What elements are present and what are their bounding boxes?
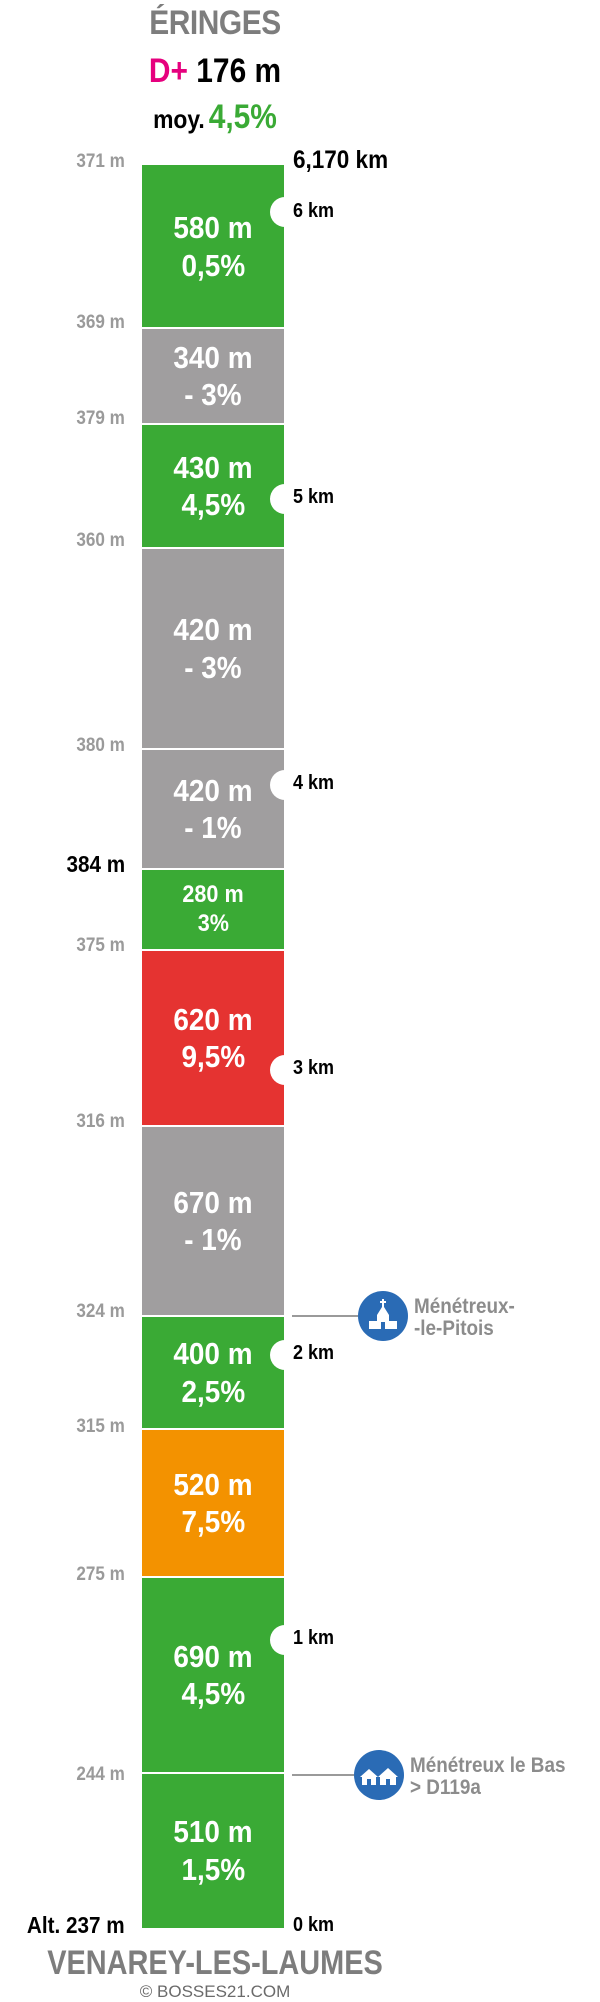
altitude-label-max: 384 m xyxy=(66,851,125,877)
segment-gradient: - 3% xyxy=(184,649,242,685)
town-label-line1: Ménétreux le Bas xyxy=(410,1754,566,1777)
town-label-line1: Ménétreux- xyxy=(414,1295,515,1318)
km-marker-3: 3 km xyxy=(293,1057,335,1079)
houses-icon xyxy=(354,1750,404,1800)
segment-gradient: 7,5% xyxy=(181,1504,245,1539)
summit-name: ÉRINGES xyxy=(149,4,281,42)
segment-distance: 340 m xyxy=(173,339,253,375)
town-connector-line xyxy=(292,1774,354,1776)
segment-separator xyxy=(142,748,284,750)
km-marker-1: 1 km xyxy=(293,1627,335,1649)
start-town: VENAREY-LES-LAUMES xyxy=(47,1944,383,1982)
km-marker-2: 2 km xyxy=(293,1342,335,1364)
segment-gradient: 9,5% xyxy=(181,1039,245,1074)
average-gradient-value: 4,5% xyxy=(208,98,277,136)
segment-gradient: 3% xyxy=(197,909,229,937)
segment-separator xyxy=(142,868,284,870)
segment-separator xyxy=(142,327,284,329)
km-marker-0: 0 km xyxy=(293,1914,335,1936)
segment-distance: 430 m xyxy=(173,449,253,485)
church-icon xyxy=(358,1291,408,1341)
km-marker-6: 6 km xyxy=(293,200,335,222)
segment-separator xyxy=(142,1576,284,1578)
segment-gradient: 4,5% xyxy=(181,487,245,522)
altitude-label: 324 m xyxy=(76,1301,125,1322)
km-notch xyxy=(270,1340,286,1370)
segment-6: 280 m 3% xyxy=(142,869,284,950)
segment-distance: 420 m xyxy=(173,612,253,648)
average-gradient-label: moy. xyxy=(153,104,205,134)
km-notch xyxy=(270,1625,286,1655)
km-marker-5: 5 km xyxy=(293,486,335,508)
segment-gradient: - 3% xyxy=(184,377,242,412)
segment-distance: 520 m xyxy=(173,1466,253,1502)
segment-gradient: 1,5% xyxy=(181,1851,245,1887)
segment-separator xyxy=(142,1772,284,1774)
elevation-gain-label: D+ xyxy=(148,52,188,90)
segment-separator xyxy=(142,1428,284,1430)
segment-gradient: - 1% xyxy=(184,810,242,845)
segment-gradient: 4,5% xyxy=(181,1676,245,1711)
altitude-label: 369 m xyxy=(76,312,125,333)
altitude-label: 380 m xyxy=(76,735,125,756)
km-marker-4: 4 km xyxy=(293,772,335,794)
segment-distance: 400 m xyxy=(173,1336,253,1372)
total-distance: 6,170 km xyxy=(293,146,389,174)
segment-1: 580 m 0,5% xyxy=(142,165,284,328)
elevation-gain-value: 176 m xyxy=(196,52,282,90)
town-label-line2: > D119a xyxy=(410,1776,481,1800)
segment-10: 520 m 7,5% xyxy=(142,1429,284,1577)
segment-distance: 510 m xyxy=(173,1814,253,1850)
climb-profile-bar: 580 m 0,5% 340 m - 3% 430 m 4,5% 420 m -… xyxy=(142,165,286,1928)
km-notch xyxy=(270,197,286,227)
segment-12: 510 m 1,5% xyxy=(142,1773,284,1928)
segment-distance: 580 m xyxy=(173,210,253,246)
altitude-label: 316 m xyxy=(76,1111,125,1132)
town-connector-line xyxy=(292,1315,358,1317)
altitude-label: 315 m xyxy=(76,1416,125,1437)
segment-distance: 670 m xyxy=(173,1184,253,1220)
segment-separator xyxy=(142,423,284,425)
altitude-label: 371 m xyxy=(76,151,125,172)
altitude-label: 275 m xyxy=(76,1564,125,1585)
segment-gradient: 0,5% xyxy=(181,247,245,283)
altitude-label: 379 m xyxy=(76,408,125,429)
segment-5: 420 m - 1% xyxy=(142,749,284,869)
segment-2: 340 m - 3% xyxy=(142,328,284,424)
segment-11: 690 m 4,5% xyxy=(142,1577,284,1773)
km-notch xyxy=(270,1055,286,1085)
altitude-label: 360 m xyxy=(76,530,125,551)
segment-gradient: - 1% xyxy=(184,1222,242,1257)
elevation-gain: D+ 176 m xyxy=(26,52,404,91)
segment-distance: 620 m xyxy=(173,1001,253,1037)
town-label-menetreux-le-pitois: Ménétreux- -le-Pitois xyxy=(414,1295,515,1341)
km-notch xyxy=(270,770,286,800)
town-label-line2: -le-Pitois xyxy=(414,1317,494,1341)
segment-separator xyxy=(142,547,284,549)
segment-4: 420 m - 3% xyxy=(142,548,284,749)
altitude-label: 244 m xyxy=(76,1764,125,1785)
segment-distance: 280 m xyxy=(182,880,244,908)
segment-gradient: 2,5% xyxy=(181,1373,245,1409)
altitude-label-start: Alt. 237 m xyxy=(27,1912,125,1938)
segment-separator xyxy=(142,1125,284,1127)
town-label-menetreux-le-bas: Ménétreux le Bas > D119a xyxy=(410,1754,566,1800)
segment-9: 400 m 2,5% xyxy=(142,1316,284,1429)
segment-3: 430 m 4,5% xyxy=(142,424,284,548)
segment-separator xyxy=(142,949,284,951)
segment-8: 670 m - 1% xyxy=(142,1126,284,1316)
segment-separator xyxy=(142,1315,284,1317)
average-gradient: moy. 4,5% xyxy=(26,98,404,137)
segment-distance: 420 m xyxy=(173,772,253,808)
segment-distance: 690 m xyxy=(173,1638,253,1674)
segment-7: 620 m 9,5% xyxy=(142,950,284,1126)
km-notch xyxy=(270,484,286,514)
copyright: © BOSSES21.COM xyxy=(139,1982,291,2001)
altitude-label: 375 m xyxy=(76,935,125,956)
